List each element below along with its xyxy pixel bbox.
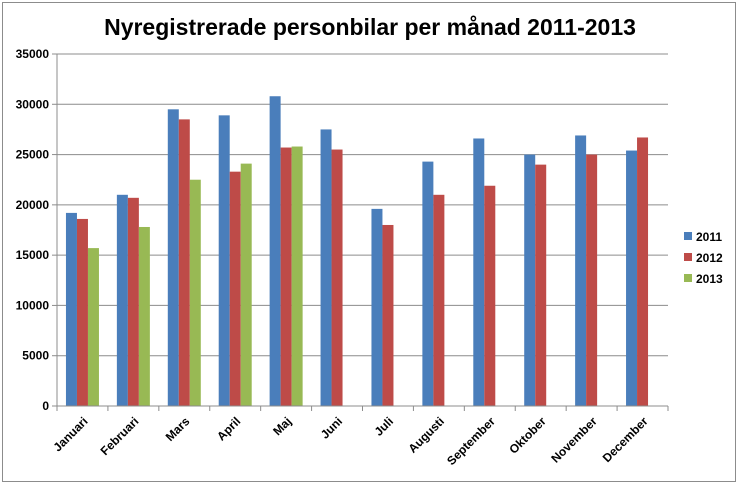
- legend-swatch-2012: [684, 253, 692, 261]
- x-tick-label: Juli: [372, 414, 397, 439]
- y-tick-label: 0: [42, 399, 49, 413]
- y-axis-ticks: 0 5000 10000 15000 20000 25000 30000 35000: [16, 47, 57, 413]
- bar-2011-september: [473, 138, 485, 407]
- legend-swatch-2013: [684, 274, 692, 282]
- bar-2013-februari: [138, 226, 150, 406]
- legend-swatch-2011: [684, 232, 692, 240]
- y-tick-label: 25000: [16, 148, 50, 162]
- bar-2012-januari: [76, 218, 88, 406]
- bar-2011-juli: [371, 208, 383, 406]
- bar-2011-november: [575, 135, 587, 406]
- bars: [65, 96, 649, 407]
- bar-2011-januari: [65, 212, 77, 406]
- bar-2012-september: [484, 185, 496, 406]
- legend-label-2012: 2012: [696, 251, 723, 265]
- bar-2012-maj: [280, 147, 292, 406]
- bar-2011-februari: [116, 194, 128, 406]
- bar-2012-juni: [331, 149, 343, 407]
- x-tick-label: November: [548, 414, 600, 466]
- bar-2012-november: [586, 154, 598, 406]
- bar-2011-oktober: [524, 154, 536, 406]
- x-tick-label: Januari: [50, 414, 90, 454]
- legend-label-2011: 2011: [696, 230, 722, 244]
- x-tick-label: September: [444, 414, 498, 468]
- y-tick-label: 10000: [16, 298, 50, 312]
- x-tick-label: Juni: [318, 414, 345, 441]
- y-tick-label: 20000: [16, 198, 50, 212]
- bar-2011-juni: [320, 129, 332, 406]
- bar-2012-juli: [382, 224, 394, 406]
- bar-2012-oktober: [535, 164, 547, 406]
- bar-2012-december: [637, 137, 649, 406]
- x-axis: [56, 54, 669, 411]
- bar-2012-februari: [127, 197, 139, 406]
- x-tick-label: Oktober: [506, 414, 549, 457]
- bar-2012-augusti: [433, 194, 445, 406]
- bar-2013-januari: [87, 248, 99, 406]
- bar-2011-december: [626, 150, 638, 406]
- bar-2013-maj: [291, 146, 303, 407]
- legend: 2011 2012 2013: [684, 230, 723, 286]
- bar-2011-augusti: [422, 161, 434, 406]
- x-axis-labels: Januari Februari Mars April Maj Juni Juli Augus…: [50, 414, 650, 468]
- bar-2011-maj: [269, 96, 281, 407]
- bar-2011-april: [218, 115, 230, 406]
- bar-2011-mars: [167, 109, 179, 407]
- bar-2012-april: [229, 171, 241, 406]
- x-tick-label: April: [214, 414, 243, 443]
- x-tick-label: Augusti: [406, 414, 447, 455]
- x-tick-label: Februari: [98, 414, 142, 458]
- legend-label-2013: 2013: [696, 272, 723, 286]
- x-tick-label: December: [600, 414, 651, 465]
- x-tick-label: Mars: [163, 414, 193, 444]
- y-tick-label: 35000: [16, 47, 50, 61]
- bar-2012-mars: [178, 119, 190, 406]
- bar-2013-mars: [189, 179, 201, 406]
- chart-title: Nyregistrerade personbilar per månad 201…: [104, 14, 636, 40]
- y-tick-label: 5000: [22, 349, 49, 363]
- y-tick-label: 30000: [16, 97, 50, 111]
- y-tick-label: 15000: [16, 248, 50, 262]
- bar-2013-april: [240, 163, 252, 406]
- x-tick-label: Maj: [270, 414, 294, 438]
